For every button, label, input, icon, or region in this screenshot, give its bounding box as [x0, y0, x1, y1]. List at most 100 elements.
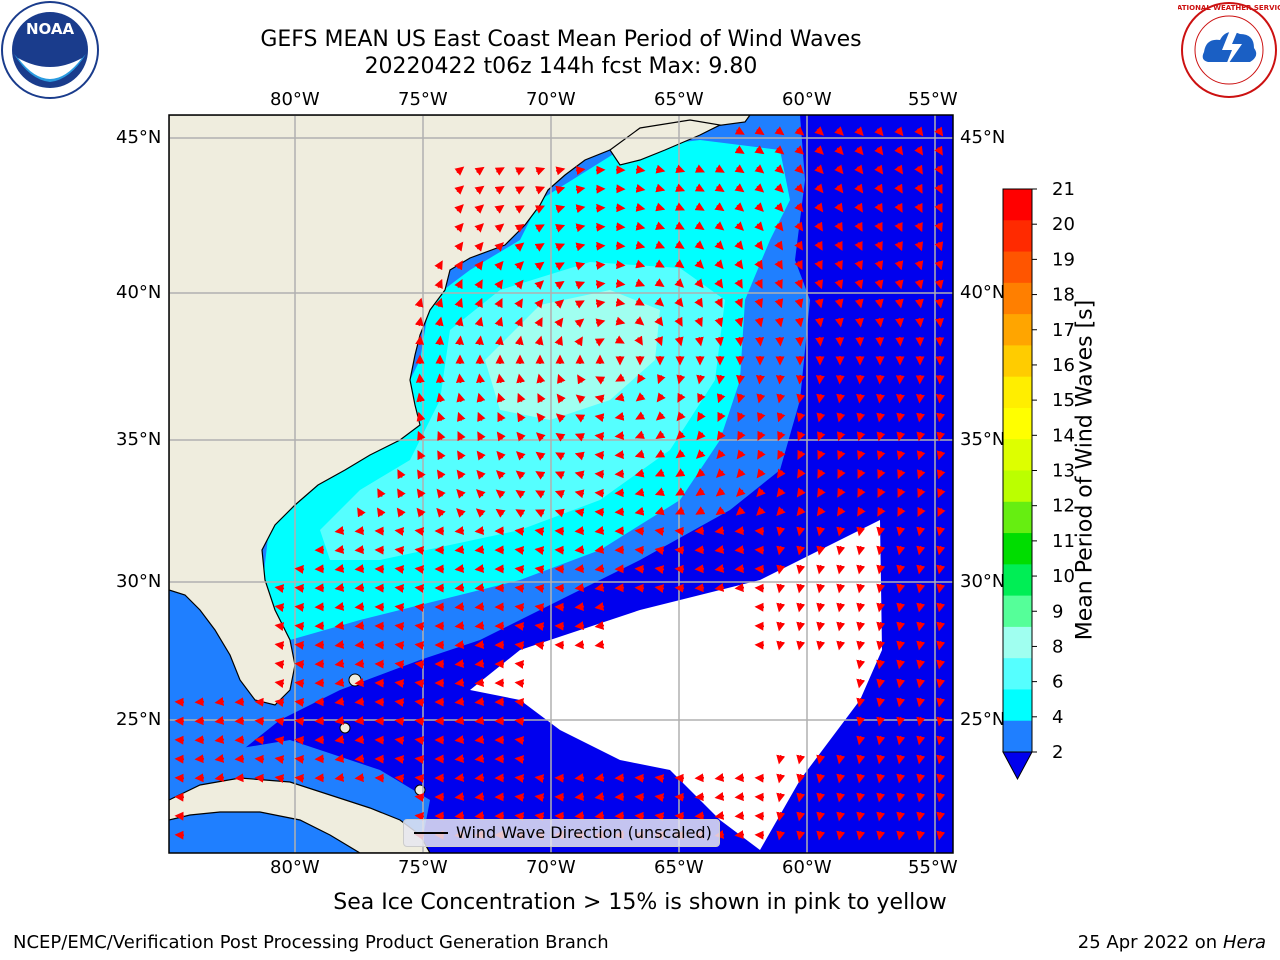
wind-wave-arrow [474, 792, 485, 802]
wind-wave-arrow [474, 735, 485, 745]
wind-wave-arrow [776, 830, 786, 841]
wind-wave-arrow [254, 697, 265, 707]
wind-wave-arrow [514, 167, 525, 176]
wind-wave-arrow [834, 240, 843, 251]
wind-wave-arrow [554, 335, 563, 346]
wind-wave-arrow [897, 487, 906, 498]
wind-wave-arrow [454, 754, 465, 764]
wind-wave-arrow [854, 202, 863, 213]
wind-wave-arrow [796, 583, 806, 594]
wind-wave-arrow [634, 430, 645, 439]
wind-wave-arrow [896, 697, 906, 708]
wind-wave-arrow [294, 697, 305, 707]
wind-wave-arrow [714, 526, 725, 535]
wind-wave-arrow [274, 641, 285, 650]
wind-wave-arrow [534, 812, 545, 821]
colorbar-segment [1003, 470, 1032, 503]
wind-wave-arrow [474, 185, 485, 195]
wind-wave-arrow [675, 487, 686, 496]
wind-wave-arrow [334, 716, 345, 725]
wind-wave-arrow [896, 754, 906, 765]
wind-wave-arrow [534, 774, 545, 783]
lon-label-top: 60°W [782, 89, 832, 110]
wind-wave-arrow [836, 506, 846, 517]
wind-wave-arrow [816, 431, 826, 442]
wind-wave-arrow [916, 830, 926, 841]
colorbar-tick-label: 2 [1052, 742, 1063, 763]
lon-label-top: 70°W [526, 89, 576, 110]
wind-wave-arrow [676, 430, 686, 440]
wind-wave-arrow [916, 450, 926, 461]
wind-wave-arrow [354, 659, 365, 669]
wind-wave-arrow [594, 773, 605, 782]
wind-wave-arrow [894, 241, 903, 252]
wind-wave-arrow [736, 487, 746, 497]
wind-wave-arrow [796, 621, 806, 632]
wind-wave-arrow [754, 259, 763, 270]
wind-wave-arrow [516, 373, 526, 384]
wind-wave-arrow [656, 392, 666, 403]
wind-wave-arrow [757, 430, 766, 441]
chart-title: GEFS MEAN US East Coast Mean Period of W… [260, 27, 862, 52]
wind-wave-arrow [414, 773, 425, 783]
wind-wave-arrow [575, 223, 586, 233]
wind-wave-arrow [714, 297, 723, 308]
wind-wave-arrow [694, 792, 705, 802]
colorbar-tick-label: 20 [1052, 214, 1075, 235]
chart-subtitle: 20220422 t06z 144h fcst Max: 9.80 [364, 54, 758, 79]
wind-wave-arrow [874, 221, 883, 232]
wind-wave-arrow [896, 811, 906, 822]
wind-wave-arrow [897, 469, 906, 480]
lat-label-left: 35°N [116, 429, 162, 450]
wind-wave-arrow [394, 583, 405, 593]
wind-wave-arrow [796, 640, 806, 651]
wind-wave-arrow [574, 318, 585, 328]
wind-wave-arrow [294, 678, 305, 688]
wind-wave-arrow [574, 583, 585, 593]
wind-wave-arrow [814, 259, 823, 270]
wind-wave-arrow [754, 164, 765, 174]
wind-wave-arrow [414, 811, 425, 821]
wind-wave-arrow [797, 431, 806, 442]
wind-wave-arrow [757, 412, 766, 423]
wind-wave-arrow [734, 545, 745, 555]
wind-wave-arrow [476, 489, 486, 499]
wind-wave-arrow [414, 602, 425, 612]
wind-wave-arrow [654, 278, 665, 288]
wind-wave-arrow [454, 621, 465, 631]
wind-wave-arrow [936, 564, 946, 575]
wind-wave-arrow [797, 468, 806, 479]
land-cuba [169, 777, 431, 853]
wind-wave-arrow [414, 697, 425, 707]
lon-label-bottom: 80°W [270, 857, 320, 878]
lon-label-bottom: 75°W [398, 857, 448, 878]
wind-wave-arrow [594, 450, 605, 460]
wind-wave-arrow [474, 621, 485, 631]
wind-wave-arrow [194, 697, 205, 707]
colorbar-extend-arrow [1002, 751, 1033, 781]
wind-wave-arrow [554, 490, 565, 499]
wind-wave-arrow [414, 316, 424, 327]
colorbar-tick-label: 21 [1052, 179, 1075, 200]
wind-wave-arrow [634, 487, 645, 497]
wind-wave-arrow [894, 298, 904, 309]
wind-wave-arrow [595, 376, 606, 385]
wind-wave-arrow [796, 754, 806, 765]
wind-wave-arrow [354, 545, 365, 555]
wind-wave-arrow [514, 261, 524, 271]
wind-wave-arrow [776, 621, 786, 632]
wind-wave-arrow [354, 678, 365, 688]
wind-wave-arrow [456, 392, 466, 403]
wind-wave-arrow [714, 336, 724, 347]
wind-wave-arrow [595, 318, 606, 328]
wind-wave-arrow [634, 545, 645, 555]
wind-wave-arrow [836, 811, 846, 822]
wind-wave-arrow [496, 450, 506, 461]
wind-wave-arrow [574, 489, 585, 499]
wind-wave-arrow [497, 412, 506, 423]
wind-wave-arrow [417, 469, 426, 480]
wind-wave-arrow [935, 317, 945, 328]
wind-wave-arrow [234, 773, 245, 783]
wind-wave-arrow [534, 603, 545, 612]
wind-wave-arrow [874, 202, 883, 213]
